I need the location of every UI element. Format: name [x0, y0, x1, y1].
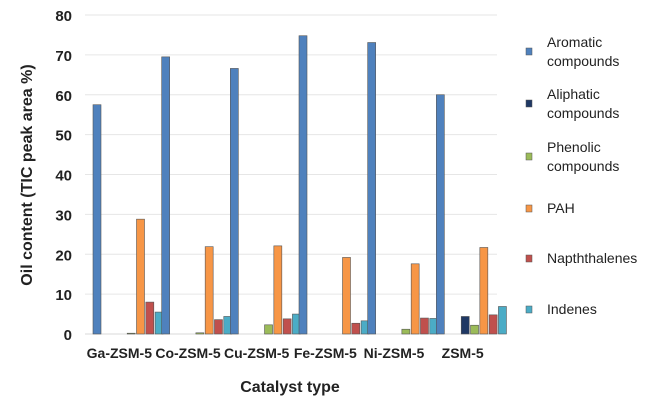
bar-napththalenes — [488, 314, 498, 335]
y-tick-label: 80 — [55, 8, 72, 25]
bar-phenolic-compounds — [470, 324, 479, 335]
legend-label: compounds — [547, 53, 619, 69]
x-tick-label: Co-ZSM-5 — [155, 345, 221, 361]
y-tick-label: 40 — [55, 168, 72, 185]
y-tick-label: 30 — [55, 207, 72, 224]
legend-label: Aliphatic — [547, 86, 600, 102]
legend-swatch — [525, 305, 533, 314]
y-axis-label: Oil content (TIC peak area %) — [19, 64, 36, 285]
legend-swatch — [525, 152, 533, 161]
y-tick-label: 60 — [55, 88, 72, 105]
bar-napththalenes — [420, 317, 429, 335]
bar-aromatic-compounds — [230, 68, 239, 335]
legend-swatch — [525, 47, 533, 56]
bar-napththalenes — [214, 319, 223, 335]
y-tick-label: 50 — [55, 128, 72, 145]
bar-pah — [273, 245, 283, 335]
bar-napththalenes — [282, 318, 292, 335]
legend-label: PAH — [547, 200, 575, 216]
bar-pah — [204, 246, 214, 335]
bar-phenolic-compounds — [195, 332, 205, 335]
y-tick-label: 70 — [55, 48, 72, 65]
bar-pah — [342, 257, 351, 335]
legend-label: compounds — [547, 105, 619, 121]
y-tick-label: 0 — [64, 327, 72, 344]
y-tick-label: 20 — [55, 247, 72, 264]
x-tick-label: ZSM-5 — [442, 345, 484, 361]
bar-indenes — [498, 306, 507, 335]
bar-aliphatic-compounds — [460, 316, 470, 335]
bar-phenolic-compounds — [126, 332, 136, 335]
legend-swatch — [525, 99, 533, 108]
x-axis-label: Catalyst type — [240, 379, 340, 396]
bar-pah — [136, 218, 145, 335]
legend-label: Phenolic — [547, 139, 601, 155]
legend-swatch — [525, 204, 533, 213]
bar-aromatic-compounds — [367, 42, 376, 335]
bar-phenolic-compounds — [401, 328, 411, 335]
x-tick-label: Cu-ZSM-5 — [224, 345, 290, 361]
y-tick-label: 10 — [55, 287, 72, 304]
legend-label: Napththalenes — [547, 250, 637, 266]
bar-aromatic-compounds — [436, 94, 445, 335]
bar-pah — [479, 247, 489, 335]
x-tick-label: Ni-ZSM-5 — [364, 345, 425, 361]
bar-aromatic-compounds — [92, 104, 102, 335]
legend-label: Indenes — [547, 301, 597, 317]
bar-aromatic-compounds — [161, 56, 170, 335]
bar-aromatic-compounds — [298, 35, 308, 335]
legend-swatch — [525, 254, 533, 263]
x-tick-label: Fe-ZSM-5 — [294, 345, 357, 361]
legend-label: Aromatic — [547, 34, 602, 50]
bar-phenolic-compounds — [264, 324, 273, 335]
bar-napththalenes — [145, 301, 155, 335]
x-tick-label: Ga-ZSM-5 — [87, 345, 153, 361]
bar-napththalenes — [351, 322, 361, 335]
legend-label: compounds — [547, 158, 619, 174]
bar-pah — [410, 263, 420, 335]
